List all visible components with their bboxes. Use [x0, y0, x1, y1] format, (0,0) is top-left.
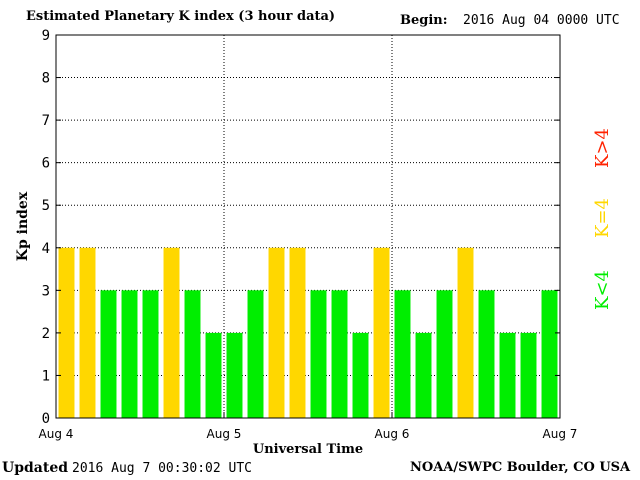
kp-bar — [289, 247, 306, 418]
y-tick-label: 1 — [42, 368, 50, 384]
kp-bar — [268, 247, 285, 418]
x-tick-label: Aug 7 — [543, 427, 578, 441]
x-axis-ticks: Aug 4 Aug 5 Aug 6 Aug 7 — [39, 412, 578, 441]
kp-bar — [58, 247, 75, 418]
chart-title: Estimated Planetary K index (3 hour data… — [26, 9, 336, 24]
kp-bar — [310, 290, 327, 418]
kp-bar — [394, 290, 411, 418]
y-axis-ticks: 0 1 2 3 4 5 6 7 8 9 — [42, 28, 560, 427]
y-tick-label: 5 — [42, 198, 50, 214]
kp-bar — [142, 290, 159, 418]
y-tick-label: 9 — [42, 28, 50, 44]
x-axis-label: Universal Time — [253, 442, 363, 457]
kp-bar — [331, 290, 348, 418]
kp-bar — [499, 332, 516, 418]
kp-bar — [121, 290, 138, 418]
bar-series — [58, 247, 558, 418]
x-tick-label: Aug 6 — [375, 427, 410, 441]
kp-bar — [184, 290, 201, 418]
kp-bar — [415, 332, 432, 418]
grid-lines — [56, 35, 560, 418]
y-axis-label: Kp index — [15, 191, 31, 261]
kp-bar — [163, 247, 180, 418]
kp-bar — [226, 332, 243, 418]
kp-bar — [352, 332, 369, 418]
kp-bar — [79, 247, 96, 418]
kp-bar — [457, 247, 474, 418]
kp-bar — [205, 332, 222, 418]
kp-bar — [436, 290, 453, 418]
y-tick-label: 8 — [42, 71, 50, 87]
legend-label: K>4 — [592, 128, 613, 168]
y-tick-label: 2 — [42, 326, 50, 342]
kp-bar — [247, 290, 264, 418]
y-tick-label: 7 — [42, 113, 50, 129]
kp-bar — [541, 290, 558, 418]
legend: K<4 K=4 K>4 — [592, 128, 613, 310]
plot-frame — [55, 34, 561, 419]
kp-bar — [520, 332, 537, 418]
y-tick-label: 0 — [42, 411, 50, 427]
y-tick-label: 3 — [42, 283, 50, 299]
legend-label: K<4 — [592, 270, 613, 310]
kp-bar — [478, 290, 495, 418]
legend-label: K=4 — [592, 198, 613, 238]
kp-bar — [373, 247, 390, 418]
begin-label: Begin: — [400, 13, 448, 28]
kp-bar — [100, 290, 117, 418]
updated-value: 2016 Aug 7 00:30:02 UTC — [72, 461, 253, 476]
updated-label: Updated — [2, 460, 69, 476]
y-tick-label: 4 — [42, 241, 50, 257]
y-tick-label: 6 — [42, 156, 50, 172]
x-tick-label: Aug 4 — [39, 427, 74, 441]
begin-value: 2016 Aug 04 0000 UTC — [463, 13, 620, 28]
x-tick-label: Aug 5 — [207, 427, 242, 441]
credit-text: NOAA/SWPC Boulder, CO USA — [410, 460, 631, 475]
